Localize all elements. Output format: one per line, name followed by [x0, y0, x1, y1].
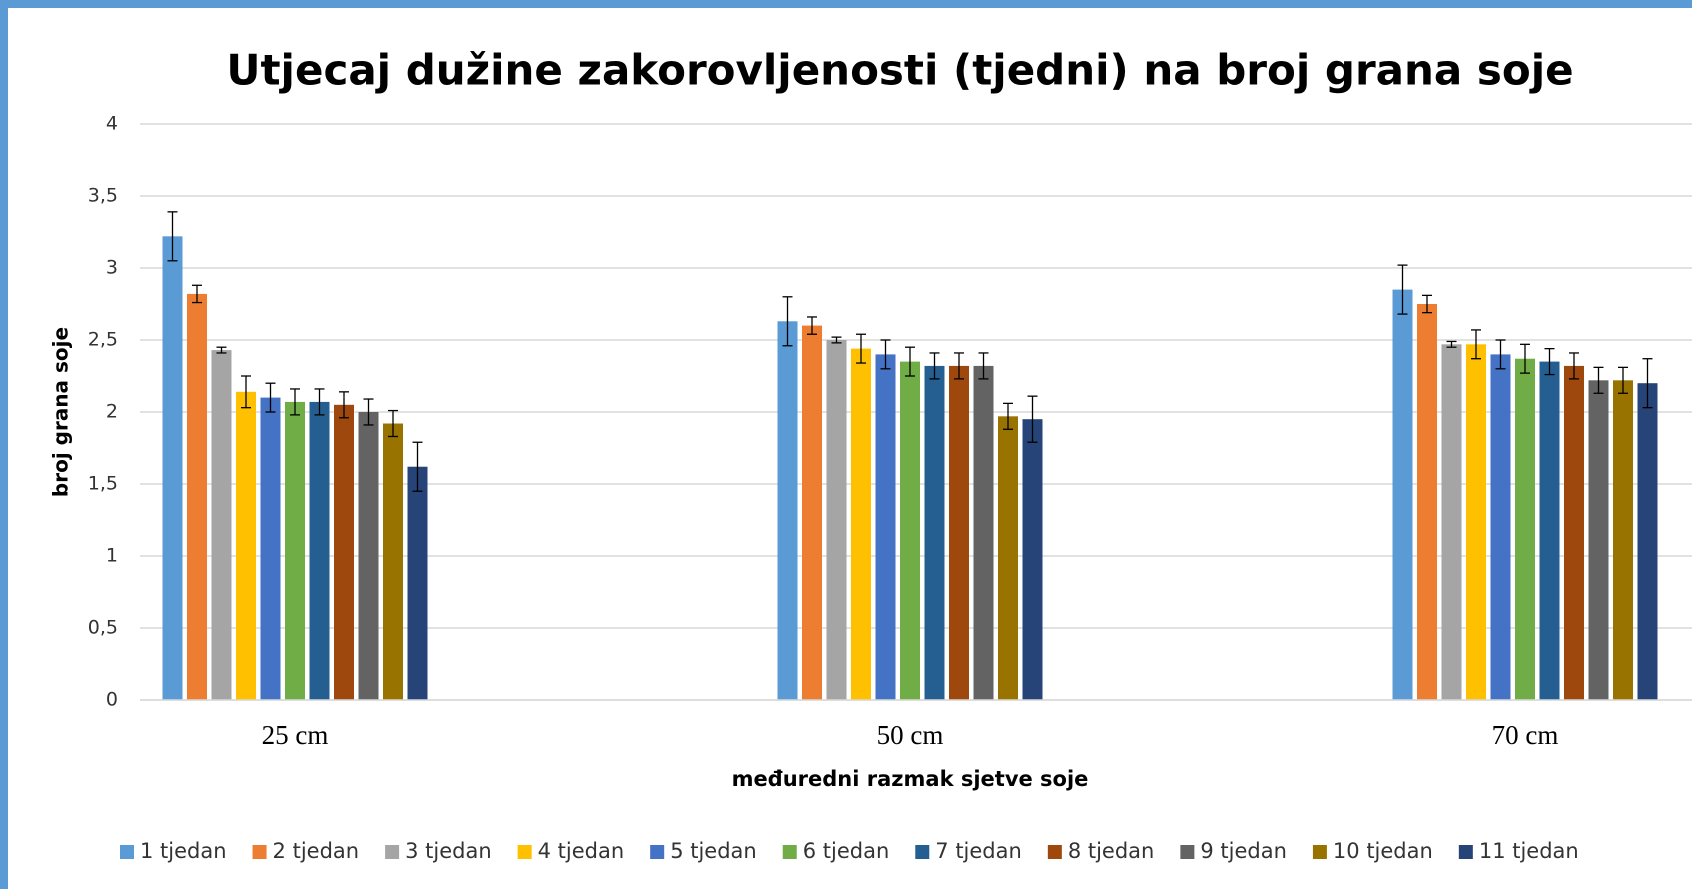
bar: [1466, 344, 1486, 700]
bar: [236, 391, 256, 700]
legend-label: 1 tjedan: [140, 839, 227, 863]
y-tick-label: 4: [106, 113, 118, 135]
bar: [1392, 289, 1413, 700]
y-tick-label: 1,5: [88, 473, 118, 495]
legend-swatch: [385, 845, 400, 859]
bar: [1417, 304, 1437, 700]
legend-swatch: [782, 845, 797, 859]
legend-label: 9 tjedan: [1200, 839, 1287, 863]
x-tick-label: 70 cm: [1492, 720, 1559, 750]
bar: [875, 354, 896, 700]
legend-label: 4 tjedan: [538, 839, 625, 863]
legend-swatch: [120, 845, 134, 859]
y-tick-label: 2,5: [88, 329, 118, 351]
bar: [1441, 344, 1462, 700]
bar: [1022, 419, 1043, 700]
bar: [777, 321, 798, 700]
bar: [998, 416, 1018, 700]
y-tick-label: 2: [106, 401, 118, 423]
bar: [851, 348, 871, 700]
bar: [162, 236, 183, 700]
legend-swatch: [650, 845, 665, 859]
y-tick-label: 3: [106, 257, 118, 279]
bar: [900, 361, 920, 700]
bar: [949, 365, 969, 700]
bar: [924, 365, 945, 700]
bar: [260, 397, 281, 700]
y-tick-label: 3,5: [88, 185, 118, 207]
legend-swatch: [517, 845, 532, 859]
x-tick-label: 25 cm: [262, 720, 329, 750]
legend-swatch: [915, 845, 930, 859]
legend-label: 10 tjedan: [1333, 839, 1433, 863]
bar: [973, 365, 994, 700]
legend-label: 3 tjedan: [405, 839, 492, 863]
y-tick-label: 0,5: [88, 617, 118, 639]
bar: [1539, 361, 1560, 700]
bar: [334, 404, 354, 700]
legend-label: 8 tjedan: [1068, 839, 1155, 863]
bar: [358, 412, 379, 700]
legend-swatch: [1458, 845, 1473, 859]
y-tick-label: 1: [106, 545, 118, 567]
legend-label: 5 tjedan: [670, 839, 757, 863]
bar: [826, 340, 847, 700]
legend-label: 7 tjedan: [935, 839, 1022, 863]
legend-swatch: [1047, 845, 1062, 859]
x-axis-title: međuredni razmak sjetve soje: [732, 767, 1089, 791]
legend-label: 6 tjedan: [803, 839, 890, 863]
bar: [1588, 380, 1609, 700]
legend-label: 11 tjedan: [1479, 839, 1579, 863]
bar: [1515, 358, 1535, 700]
x-tick-label: 50 cm: [877, 720, 944, 750]
bar: [1637, 383, 1658, 700]
bar: [407, 466, 428, 700]
bar: [211, 350, 232, 700]
bar: [802, 325, 822, 700]
legend-swatch: [1180, 845, 1195, 859]
bar: [1564, 365, 1584, 700]
chart-title: Utjecaj dužine zakorovljenosti (tjedni) …: [226, 46, 1573, 95]
bar: [309, 401, 330, 700]
legend-swatch: [252, 845, 267, 859]
legend-label: 2 tjedan: [273, 839, 360, 863]
y-axis-title: broj grana soje: [49, 327, 73, 497]
bar: [187, 293, 207, 700]
bar: [1613, 380, 1633, 700]
bar: [383, 423, 403, 700]
y-tick-label: 0: [106, 689, 118, 711]
legend-swatch: [1312, 845, 1327, 859]
bar: [1490, 354, 1511, 700]
bar: [285, 401, 305, 700]
